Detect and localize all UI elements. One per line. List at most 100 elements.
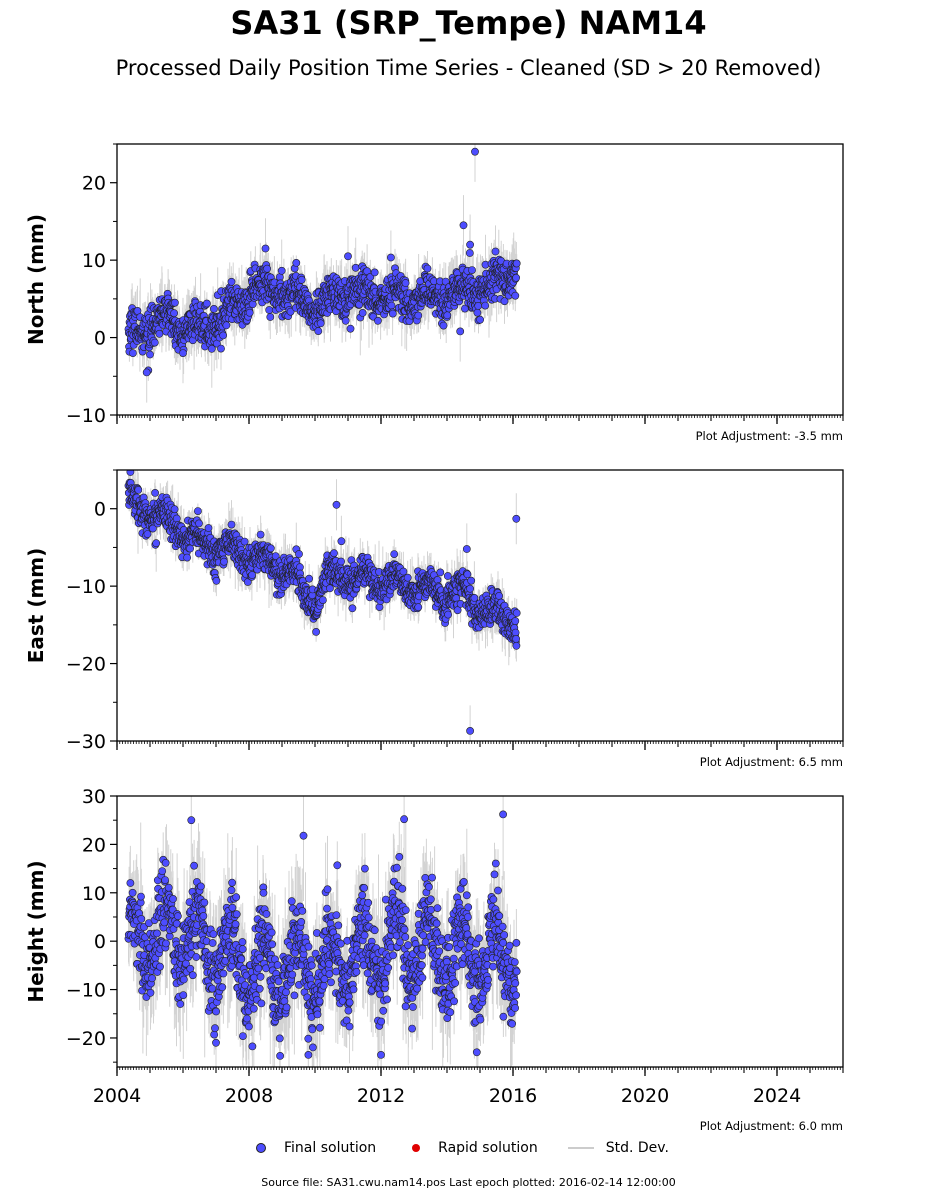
y-axis-label: North (mm) xyxy=(24,214,48,345)
data-point xyxy=(379,1006,388,1015)
data-point xyxy=(511,1004,519,1012)
data-point xyxy=(512,514,521,523)
data-point xyxy=(204,524,213,532)
data-point xyxy=(274,977,283,986)
data-point xyxy=(414,311,423,320)
chart-subtitle: Processed Daily Position Time Series - C… xyxy=(115,56,822,80)
data-point xyxy=(392,863,401,872)
plot-area xyxy=(124,144,521,403)
data-point xyxy=(228,878,236,887)
data-point xyxy=(332,911,341,919)
data-point xyxy=(277,266,286,275)
data-point xyxy=(323,885,332,894)
data-point xyxy=(499,938,507,947)
data-point xyxy=(193,507,202,515)
plot-area xyxy=(124,470,521,741)
data-point xyxy=(401,933,410,941)
data-point xyxy=(308,1043,317,1052)
data-point xyxy=(231,920,240,929)
data-point xyxy=(512,641,521,650)
data-point xyxy=(238,945,247,953)
data-point xyxy=(315,1023,324,1032)
data-point xyxy=(500,931,509,939)
data-point xyxy=(344,1006,353,1015)
data-point xyxy=(297,275,306,284)
data-point xyxy=(162,939,170,948)
data-point xyxy=(137,892,145,901)
data-point xyxy=(164,883,173,892)
data-point xyxy=(210,1030,219,1039)
data-point xyxy=(319,981,328,990)
data-point xyxy=(304,1034,313,1043)
data-point xyxy=(232,893,241,902)
data-point xyxy=(249,1004,258,1013)
data-point xyxy=(476,315,484,324)
data-point xyxy=(128,888,137,897)
data-point xyxy=(401,1002,410,1011)
data-point xyxy=(489,895,498,904)
data-point xyxy=(318,596,327,604)
data-point xyxy=(443,572,452,580)
data-point xyxy=(500,297,509,306)
data-point xyxy=(364,898,373,907)
data-point xyxy=(190,861,198,870)
data-point xyxy=(137,915,146,923)
data-point xyxy=(512,967,521,976)
data-point xyxy=(459,878,468,886)
data-point xyxy=(202,299,211,308)
data-point xyxy=(401,906,410,914)
data-point xyxy=(218,983,227,992)
data-point xyxy=(248,1042,257,1051)
data-point xyxy=(408,1003,417,1011)
data-point xyxy=(345,998,354,1007)
data-point xyxy=(292,258,301,267)
data-point xyxy=(307,961,316,970)
data-point xyxy=(263,264,271,273)
data-point xyxy=(211,1024,219,1033)
data-point xyxy=(349,985,358,994)
data-point xyxy=(316,319,325,328)
data-point xyxy=(308,1025,317,1034)
data-point xyxy=(295,550,303,558)
data-point xyxy=(170,298,179,307)
data-point xyxy=(436,568,445,577)
data-point xyxy=(345,1022,354,1031)
data-point xyxy=(426,895,435,904)
data-point xyxy=(333,861,342,870)
data-point xyxy=(512,273,520,282)
y-tick-label: −10 xyxy=(66,576,106,598)
data-point xyxy=(160,918,169,927)
data-point xyxy=(152,539,161,548)
data-point xyxy=(466,240,474,249)
data-point xyxy=(196,882,205,891)
data-point xyxy=(254,964,263,973)
data-point xyxy=(386,253,395,262)
data-point xyxy=(305,574,313,583)
data-point xyxy=(212,576,221,585)
data-point xyxy=(494,886,502,895)
data-point xyxy=(495,912,504,920)
y-tick-label: 10 xyxy=(82,883,106,905)
data-point xyxy=(414,603,423,612)
data-point xyxy=(238,1032,247,1040)
data-point xyxy=(170,505,179,514)
data-point xyxy=(219,331,227,340)
data-point xyxy=(390,550,399,558)
data-point xyxy=(192,953,201,961)
data-point xyxy=(474,301,483,310)
data-point xyxy=(219,969,228,978)
data-point xyxy=(256,972,265,981)
data-point xyxy=(498,922,507,931)
data-point xyxy=(314,327,323,335)
data-point xyxy=(237,955,246,964)
data-point xyxy=(153,929,161,938)
data-point xyxy=(466,727,474,735)
y-tick-label: 0 xyxy=(94,328,106,350)
data-point xyxy=(403,573,412,582)
chart-title: SA31 (SRP_Tempe) NAM14 xyxy=(230,4,707,42)
data-point xyxy=(268,940,277,949)
data-point xyxy=(150,338,159,347)
data-point xyxy=(304,942,313,951)
panel-0: −10 0 10 20 North (mm) Plot Adjustment: -3.5 … xyxy=(24,143,844,443)
data-point xyxy=(395,853,404,861)
